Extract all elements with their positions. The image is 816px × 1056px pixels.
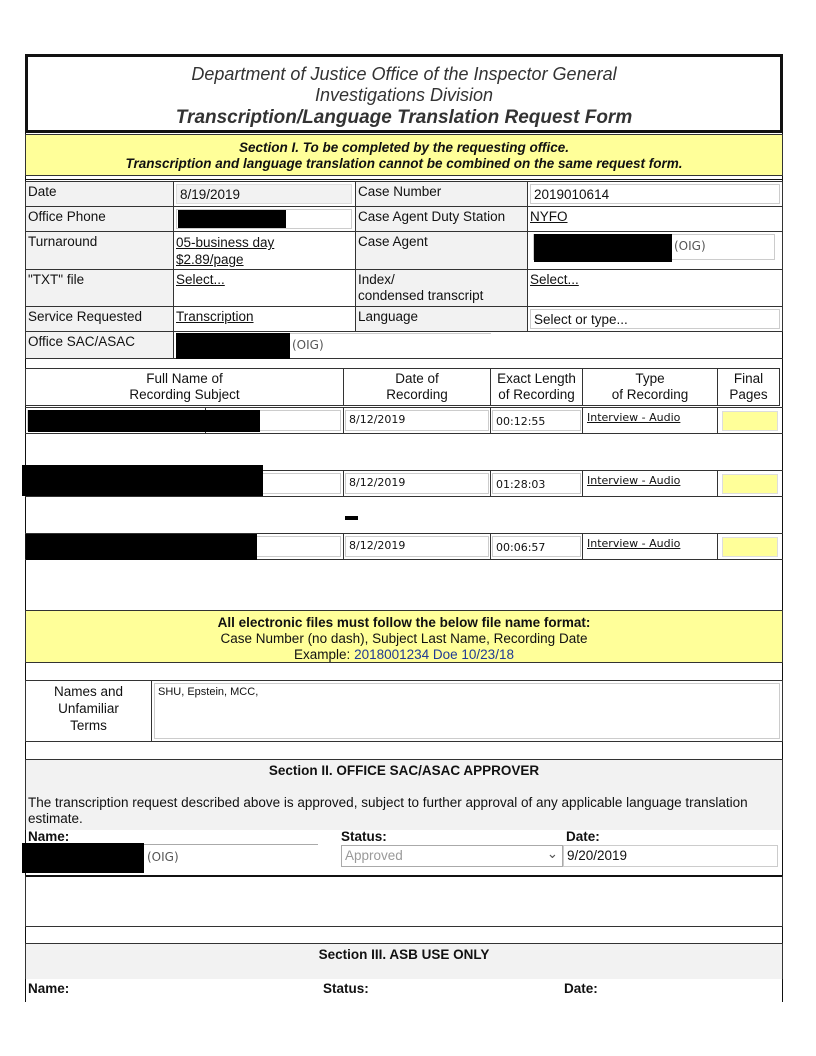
redaction: [534, 234, 672, 262]
example-label: Example:: [294, 647, 351, 662]
redaction: [22, 465, 263, 496]
terms-label: Names and Unfamiliar Terms: [25, 680, 152, 742]
section-2: Section II. OFFICE SAC/ASAC APPROVER The…: [25, 759, 783, 830]
index-label: Index/condensed transcript: [355, 269, 528, 307]
agency-name: Department of Justice Office of the Insp…: [191, 64, 617, 84]
case-number-field[interactable]: 2019010614: [530, 184, 780, 204]
language-combobox[interactable]: Select or type...: [530, 309, 780, 329]
approval-text: The transcription request described abov…: [28, 795, 748, 826]
date-field[interactable]: 8/19/2019: [176, 184, 352, 204]
redaction: [26, 534, 257, 560]
office-phone-label: Office Phone: [25, 206, 174, 232]
final-pages-field[interactable]: [722, 474, 778, 494]
redaction: [176, 333, 290, 359]
form-header: Department of Justice Office of the Insp…: [25, 54, 783, 133]
txt-file-dropdown[interactable]: Select...: [176, 272, 225, 287]
left-border: [25, 54, 26, 1002]
length-field[interactable]: 00:12:55: [492, 410, 581, 431]
type-dropdown[interactable]: Interview - Audio: [587, 537, 681, 550]
index-label-line2: condensed transcript: [358, 288, 484, 303]
duty-station-value[interactable]: NYFO: [530, 209, 568, 224]
section-1-heading: Section I. To be completed by the reques…: [238, 140, 570, 155]
approver-suffix: (OIG): [147, 850, 179, 864]
notice-format: Case Number (no dash), Subject Last Name…: [220, 631, 588, 646]
duty-station-label: Case Agent Duty Station: [355, 206, 528, 232]
recording-date-field[interactable]: 8/12/2019: [345, 410, 489, 431]
form-title: Transcription/Language Translation Reque…: [175, 107, 633, 128]
case-number-label: Case Number: [355, 181, 528, 207]
status-value: Approved: [345, 848, 403, 863]
name-label: Name:: [28, 829, 70, 844]
asb-name-label: Name:: [28, 981, 70, 996]
date-label: Date: [25, 181, 174, 207]
txt-file-label: "TXT" file: [25, 269, 174, 307]
col-header-subject: Full Name of Recording Subject: [25, 368, 344, 406]
redaction: [345, 516, 358, 520]
col-header-date: Date of Recording: [343, 368, 491, 406]
turnaround-rate: $2.89/page: [176, 252, 244, 267]
index-label-line1: Index/: [358, 272, 395, 287]
col-header-length: Exact Length of Recording: [490, 368, 583, 406]
type-dropdown[interactable]: Interview - Audio: [587, 411, 681, 424]
turnaround-label: Turnaround: [25, 231, 174, 270]
turnaround-dropdown[interactable]: 05-business day $2.89/page: [173, 231, 356, 270]
sac-label: Office SAC/ASAC: [25, 331, 174, 359]
right-border: [782, 54, 783, 1002]
service-label: Service Requested: [25, 306, 174, 332]
length-field[interactable]: 01:28:03: [492, 473, 581, 494]
final-pages-field[interactable]: [722, 537, 778, 557]
service-dropdown[interactable]: Transcription: [176, 309, 254, 324]
final-pages-field[interactable]: [722, 411, 778, 431]
length-field[interactable]: 00:06:57: [492, 536, 581, 557]
language-label: Language: [355, 306, 528, 332]
turnaround-value: 05-business day: [176, 235, 275, 250]
divider: [25, 179, 783, 180]
division-name: Investigations Division: [314, 85, 494, 105]
redaction: [178, 210, 286, 228]
recording-date-field[interactable]: 8/12/2019: [345, 536, 489, 557]
col-header-type: Type of Recording: [582, 368, 718, 406]
status-label: Status:: [341, 829, 387, 844]
approval-date-field[interactable]: 9/20/2019: [563, 845, 778, 867]
section-2-footer: [25, 875, 783, 927]
terms-textarea[interactable]: SHU, Epstein, MCC,: [154, 683, 780, 739]
redaction: [22, 843, 144, 873]
notice-heading: All electronic files must follow the bel…: [217, 615, 591, 630]
col-header-pages: Final Pages: [717, 368, 780, 406]
section-2-title: Section II. OFFICE SAC/ASAC APPROVER: [268, 763, 540, 778]
section-1-note: Transcription and language translation c…: [125, 156, 683, 171]
case-agent-label: Case Agent: [355, 231, 528, 270]
sac-suffix: (OIG): [292, 338, 324, 352]
redaction: [28, 410, 260, 432]
recording-date-field[interactable]: 8/12/2019: [345, 473, 489, 494]
asb-status-label: Status:: [323, 981, 369, 996]
asb-date-label: Date:: [564, 981, 598, 996]
case-agent-suffix: (OIG): [674, 239, 706, 253]
index-dropdown[interactable]: Select...: [530, 272, 579, 287]
section-1-banner: Section I. To be completed by the reques…: [25, 134, 783, 176]
example-value: 2018001234 Doe 10/23/18: [354, 647, 514, 662]
file-name-notice: All electronic files must follow the bel…: [25, 610, 783, 663]
section-3-title: Section III. ASB USE ONLY: [318, 947, 490, 962]
chevron-down-icon: ⌄: [546, 846, 558, 861]
type-dropdown[interactable]: Interview - Audio: [587, 474, 681, 487]
status-select[interactable]: Approved ⌄: [341, 845, 563, 867]
date-label: Date:: [566, 829, 600, 844]
section-3: Section III. ASB USE ONLY: [25, 943, 783, 979]
